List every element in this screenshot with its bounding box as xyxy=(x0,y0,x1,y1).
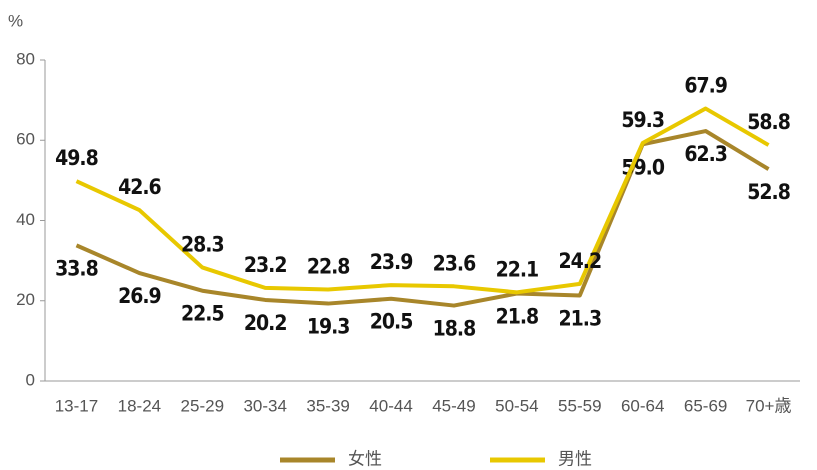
x-tick-label: 65-69 xyxy=(684,396,727,415)
x-tick-label: 40-44 xyxy=(369,396,412,415)
data-label: 21.8 xyxy=(496,305,539,329)
data-label: 23.6 xyxy=(433,251,476,275)
data-label: 58.8 xyxy=(747,110,790,134)
data-label: 52.8 xyxy=(747,180,790,204)
data-label: 67.9 xyxy=(684,74,727,98)
data-label: 22.1 xyxy=(496,257,539,281)
y-tick-label: 60 xyxy=(16,130,35,149)
y-tick-label: 40 xyxy=(16,210,35,229)
x-tick-label: 35-39 xyxy=(306,396,349,415)
data-label: 20.2 xyxy=(244,311,287,335)
data-label: 20.5 xyxy=(370,310,413,334)
data-label: 28.3 xyxy=(181,232,224,256)
y-tick-label: 0 xyxy=(26,370,35,389)
data-label: 49.8 xyxy=(55,146,98,170)
x-tick-label: 13-17 xyxy=(55,396,98,415)
data-label: 23.2 xyxy=(244,253,287,277)
y-tick-label: 20 xyxy=(16,290,35,309)
x-tick-label: 30-34 xyxy=(243,396,286,415)
data-label: 62.3 xyxy=(684,142,727,166)
x-tick-label: 50-54 xyxy=(495,396,538,415)
x-tick-label: 70+歳 xyxy=(746,396,792,415)
data-label: 22.8 xyxy=(307,255,350,279)
y-axis-label: % xyxy=(8,11,23,30)
data-label: 19.3 xyxy=(307,315,350,339)
data-label: 21.3 xyxy=(558,307,601,331)
data-label: 59.3 xyxy=(621,108,664,132)
x-tick-label: 55-59 xyxy=(558,396,601,415)
line-series xyxy=(75,106,770,295)
data-label: 26.9 xyxy=(118,284,161,308)
data-label: 24.2 xyxy=(558,249,601,273)
data-label: 42.6 xyxy=(118,175,161,199)
x-tick-label: 60-64 xyxy=(621,396,664,415)
legend-label: 女性 xyxy=(348,449,382,468)
data-label: 22.5 xyxy=(181,302,224,326)
data-label: 18.8 xyxy=(433,317,476,341)
x-tick-label: 45-49 xyxy=(432,396,475,415)
line-series xyxy=(75,129,770,308)
x-tick-label: 25-29 xyxy=(181,396,224,415)
legend-label: 男性 xyxy=(558,449,592,468)
x-tick-label: 18-24 xyxy=(118,396,161,415)
y-tick-label: 80 xyxy=(16,49,35,68)
data-label: 23.9 xyxy=(370,250,413,274)
data-label: 33.8 xyxy=(55,256,98,280)
